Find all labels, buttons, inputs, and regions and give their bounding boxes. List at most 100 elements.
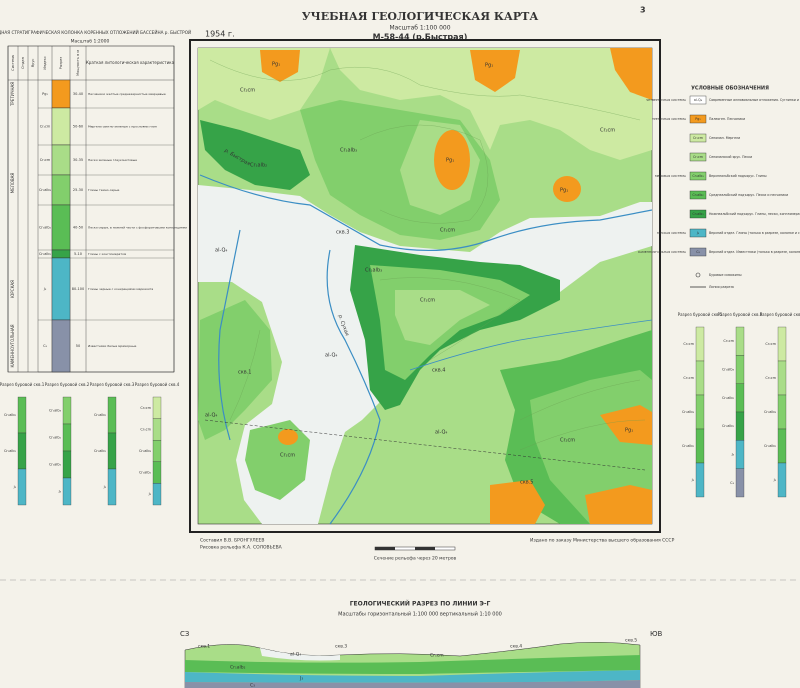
map-label: Pg₁ (560, 188, 568, 194)
section-label: Cr₁alb₂ (230, 665, 246, 671)
system-label: КАМЕННОУГОЛЬНАЯ (10, 324, 15, 367)
section-side: ЮВ (650, 630, 663, 638)
legend-text: Линия разреза (709, 285, 734, 289)
layer-text: Глины черные с конкрециями марказита (88, 287, 153, 291)
well-layer-label: Cr₁cm (140, 427, 151, 431)
system-label: ТРЕТИЧНАЯ (10, 82, 15, 107)
page-number: 3 (640, 6, 646, 15)
layer-thickness: 80-100 (72, 287, 84, 291)
well-layer-label: Cr₁alb₁ (49, 463, 62, 467)
column-layer (51, 144, 71, 176)
section-scales: Масштабы горизонтальный 1:100 000 вертик… (338, 611, 502, 618)
section-label: Cr₁cm (430, 653, 444, 659)
well-layer (777, 428, 787, 464)
map-label: al-Q₄ (435, 430, 447, 436)
footer-text: Сечение рельефа через 20 метров (374, 556, 457, 562)
section-label: C₃ (250, 683, 255, 688)
footer-text: Рисовка рельефа К.А. СОЛОВЬЕВА (200, 545, 283, 551)
map-label: Cr₂cm (240, 88, 255, 94)
layer-text: Глины темно-серые (88, 188, 119, 192)
legend-group: ЧЕТВЕРТИЧНАЯ СИСТЕМА (646, 98, 687, 102)
footer-text: Издано по заказу Министерства высшего об… (530, 538, 675, 544)
layer-text: Известняки белые мраморные (88, 344, 136, 348)
legend-index: Cr₁alb₃ (692, 174, 704, 178)
well-title: Разрез буровой скв.4 (135, 382, 180, 387)
layer-thickness: 5-10 (74, 252, 82, 256)
legend-swatch (689, 228, 707, 238)
layer-thickness: 50-60 (73, 125, 83, 129)
layer-index: Cr₁cm (40, 158, 51, 162)
well-layer (735, 440, 745, 469)
legend-index: Cr₁alb₁ (692, 212, 704, 216)
layer-text: Пески серые, в нижней части с фосфоритов… (88, 226, 187, 230)
map-label: al-Q₄ (325, 353, 337, 359)
legend-index: C₃ (696, 250, 700, 254)
map-label: скв.4 (432, 368, 446, 374)
column-header: Краткая литологическая характеристика (86, 60, 175, 65)
well-layer (152, 418, 162, 441)
well-title: Разрез буровой скв.5 (678, 312, 723, 317)
year: 1954 г. (205, 30, 235, 39)
legend-symbol (695, 272, 701, 278)
layer-text: Глины с конгломератом (88, 252, 126, 256)
map-label: скв.5 (520, 480, 534, 486)
well-layer (777, 462, 787, 498)
column-header: Мощность в м (76, 50, 80, 76)
legend-text: Верхнеальбский подъярус. Глины (709, 174, 767, 178)
section-label: скв.1 (198, 644, 210, 650)
well-layer-label: Cr₁alb₃ (682, 410, 695, 414)
layer-index: Cr₁alb₁ (39, 252, 52, 256)
legend-group: МЕЛОВАЯ СИСТЕМА (655, 174, 687, 178)
column-layer (51, 319, 71, 373)
well-layer-label: C₃ (730, 481, 734, 485)
well-title: Разрез буровой скв.6 (718, 312, 763, 317)
well-layer-label: Cr₁alb₃ (764, 410, 777, 414)
legend-text: Современные аллювиальные отложения. Сугл… (709, 98, 800, 102)
legend-swatch (689, 133, 707, 143)
map-label: Cr₁alb₃ (340, 148, 357, 154)
legend-text: Буровые скважины (709, 273, 742, 277)
column-header: Отдел (21, 57, 25, 69)
well-layer (152, 440, 162, 462)
section-side: СЗ (180, 630, 190, 638)
well-layer (735, 383, 745, 413)
map-label: al-Q₄ (215, 248, 227, 254)
well-layer (152, 461, 162, 484)
map-label: Cr₁cm (280, 453, 295, 459)
section-label: J₃ (299, 676, 303, 682)
well-layer (695, 326, 705, 362)
legend-index: Cr₁alb₂ (692, 193, 704, 197)
legend-index: Cr₂cm (693, 136, 703, 140)
well-layer (695, 394, 705, 430)
layer-text: Пески зеленые глауконитовые (88, 158, 137, 162)
section-label: al-Q₄ (290, 652, 301, 658)
footer-text: Составил В.В. БРОНГУЛЕЕВ (200, 538, 264, 544)
map-label: Pg₁ (272, 62, 280, 68)
column-header: Индекс (43, 56, 47, 70)
title: УЧЕБНАЯ ГЕОЛОГИЧЕСКАЯ КАРТА (302, 10, 539, 23)
legend-swatch (689, 190, 707, 200)
map-label: скв.1 (238, 370, 252, 376)
well-layer (777, 326, 787, 362)
well-title: Разрез буровой скв.2 (45, 382, 90, 387)
well-layer (735, 355, 745, 384)
well-layer-label: J₃ (773, 478, 777, 482)
legend-text: Сеноманский ярус. Пески (709, 155, 752, 159)
legend-text: Сеноман. Мергели (709, 136, 740, 140)
map-label: Cr₁alb₃ (365, 268, 382, 274)
map-label: Cr₁cm (440, 228, 455, 234)
well-layer (695, 360, 705, 396)
column-header: Разрез (59, 57, 63, 69)
well-layer-label: J₃ (58, 490, 62, 494)
well-layer-label: Cr₁alb₂ (4, 413, 17, 417)
well-layer (735, 411, 745, 441)
legend-text: Среднеальбский подъярус. Пески и песчани… (709, 193, 788, 197)
well-layer-label: Cr₁alb₂ (49, 436, 62, 440)
legend-swatch (689, 247, 707, 257)
column-scale: Масштаб 1:2000 (71, 39, 110, 45)
well-layer-label: Cr₁alb₂ (764, 444, 777, 448)
legend-swatch (689, 114, 707, 124)
legend-text: Верхний отдел. Глины (только в разрезе, … (709, 231, 800, 235)
well-layer-label: J₃ (691, 478, 695, 482)
column-layer (51, 79, 71, 109)
